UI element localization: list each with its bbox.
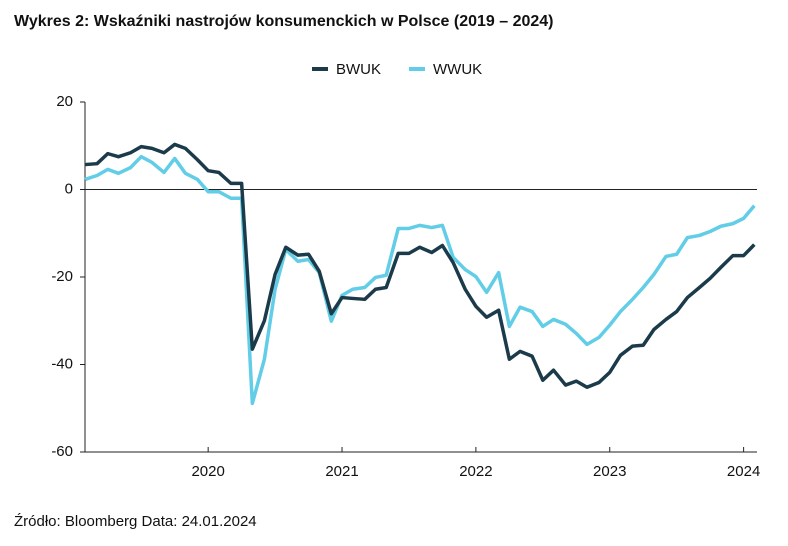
y-tick-label: -40	[51, 355, 73, 372]
series-line	[84, 154, 756, 406]
x-tick-label: 2020	[191, 463, 224, 480]
y-tick-label: 20	[56, 93, 73, 110]
x-tick-label: 2023	[593, 463, 626, 480]
legend-label: BWUK	[336, 61, 381, 78]
y-tick-label: -60	[51, 443, 73, 460]
x-tick-label: 2021	[325, 463, 358, 480]
y-tick-label: -20	[51, 268, 73, 285]
source: Źródło: Bloomberg Data: 24.01.2024	[14, 513, 257, 530]
chart-title: Wykres 2: Wskaźniki nastrojów konsumenck…	[14, 13, 554, 30]
legend-label: WWUK	[433, 61, 482, 78]
x-tick-label: 2022	[459, 463, 492, 480]
series-line	[84, 142, 756, 389]
y-tick-label: 0	[65, 180, 73, 197]
x-tick-label: 2024	[727, 463, 760, 480]
